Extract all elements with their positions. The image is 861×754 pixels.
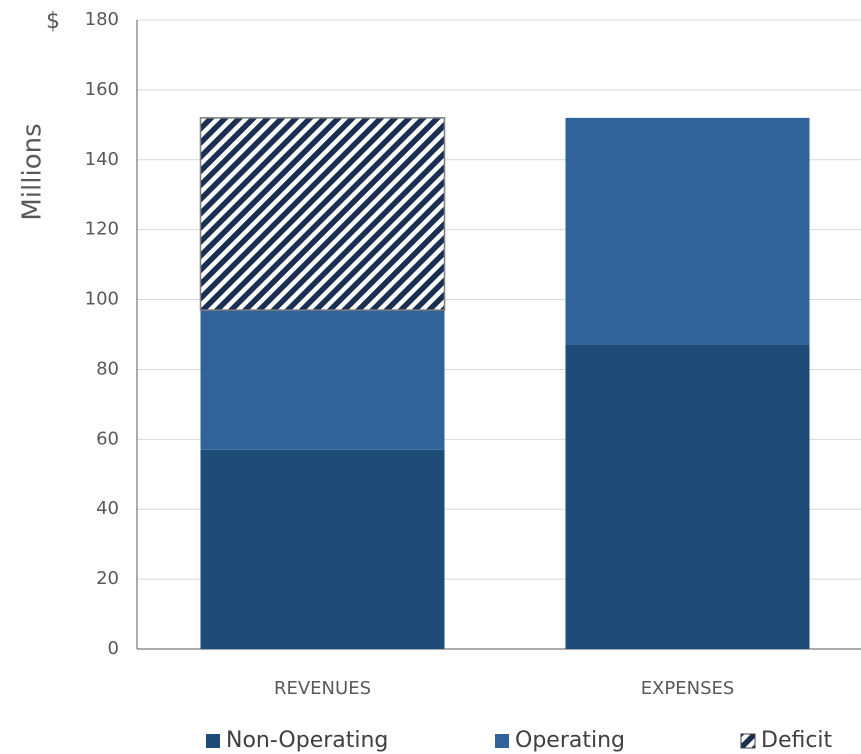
y-axis-label: Millions (18, 123, 48, 220)
bar-segment (200, 310, 445, 450)
bar-segment (199, 117, 446, 311)
y-tick-label: 100 (85, 289, 119, 310)
y-tick-label: 180 (85, 9, 119, 30)
y-tick-label: 60 (96, 428, 119, 449)
currency-symbol: $ (46, 9, 60, 34)
bar-segment (565, 117, 810, 345)
x-tick-label: REVENUES (274, 678, 371, 699)
y-tick-label: 140 (85, 149, 119, 170)
y-tick-label: 40 (96, 498, 119, 519)
y-tick-label: 120 (85, 219, 119, 240)
legend-swatch (206, 734, 220, 748)
legend-label: Operating (515, 728, 625, 753)
y-tick-label: 0 (108, 638, 119, 659)
y-tick-label: 20 (96, 568, 119, 589)
x-tick-label: EXPENSES (641, 678, 735, 699)
legend-swatch (740, 733, 756, 749)
y-tick-label: 160 (85, 79, 119, 100)
legend-label: Deficit (761, 728, 833, 753)
y-tick-label: 80 (96, 358, 119, 379)
legend-swatch (495, 734, 509, 748)
legend-label: Non-Operating (226, 728, 388, 753)
bar-segment (200, 449, 445, 649)
bar-segment (565, 344, 810, 649)
